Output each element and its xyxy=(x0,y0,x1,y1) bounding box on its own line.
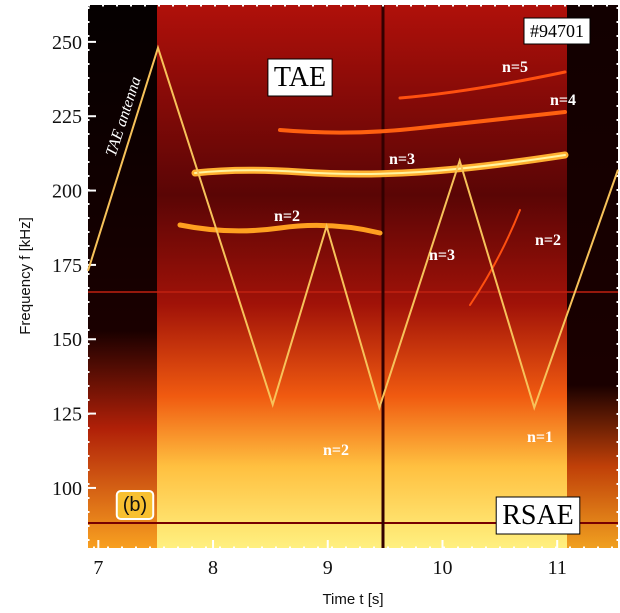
x-axis-title: Time t [s] xyxy=(322,591,383,608)
y-axis-title: Frequency f [kHz] xyxy=(17,217,34,335)
annotation: (b) xyxy=(123,494,147,516)
annotation: n=5 xyxy=(502,59,528,76)
y-tick-label: 200 xyxy=(52,181,82,203)
mode-bands xyxy=(177,70,569,306)
y-tick-label: 150 xyxy=(52,329,82,351)
y-tick-label: 125 xyxy=(52,404,82,426)
annotation-box: #94701 xyxy=(523,17,591,45)
region xyxy=(567,5,618,548)
annotation: n=2 xyxy=(274,208,300,225)
mode-band xyxy=(398,70,567,100)
box xyxy=(495,496,581,535)
annotation: RSAE xyxy=(502,500,574,531)
annotation: n=3 xyxy=(429,247,455,264)
mode-band xyxy=(469,209,521,306)
mode-band xyxy=(278,110,567,135)
x-tick-label: 9 xyxy=(323,557,333,579)
annotation: n=2 xyxy=(323,442,349,459)
annotation: TAE xyxy=(274,62,326,93)
y-tick-label: 250 xyxy=(52,32,82,54)
annotation: n=1 xyxy=(527,429,553,446)
x-tick-label: 10 xyxy=(432,557,452,579)
region xyxy=(157,5,567,548)
annotation-box: TAE xyxy=(267,58,333,97)
box xyxy=(115,490,155,520)
antenna-line xyxy=(87,44,619,412)
x-tick-label: 8 xyxy=(208,557,218,579)
box xyxy=(523,17,591,45)
x-tick-label: 7 xyxy=(93,557,103,579)
annotation: n=2 xyxy=(535,232,561,249)
box xyxy=(267,58,333,97)
x-tick-label: 11 xyxy=(548,557,567,579)
mode-band xyxy=(177,222,383,236)
annotation: n=3 xyxy=(389,151,415,168)
y-tick-label: 175 xyxy=(52,255,82,277)
annotation: n=4 xyxy=(550,92,576,109)
spectrogram-background xyxy=(86,3,620,550)
y-tick-label: 225 xyxy=(52,106,82,128)
y-tick-label: 100 xyxy=(52,478,82,500)
annotation-box: RSAE xyxy=(495,496,581,535)
mode-band xyxy=(194,154,566,175)
annotation: #94701 xyxy=(530,21,584,41)
annotation-box: (b) xyxy=(115,490,155,520)
